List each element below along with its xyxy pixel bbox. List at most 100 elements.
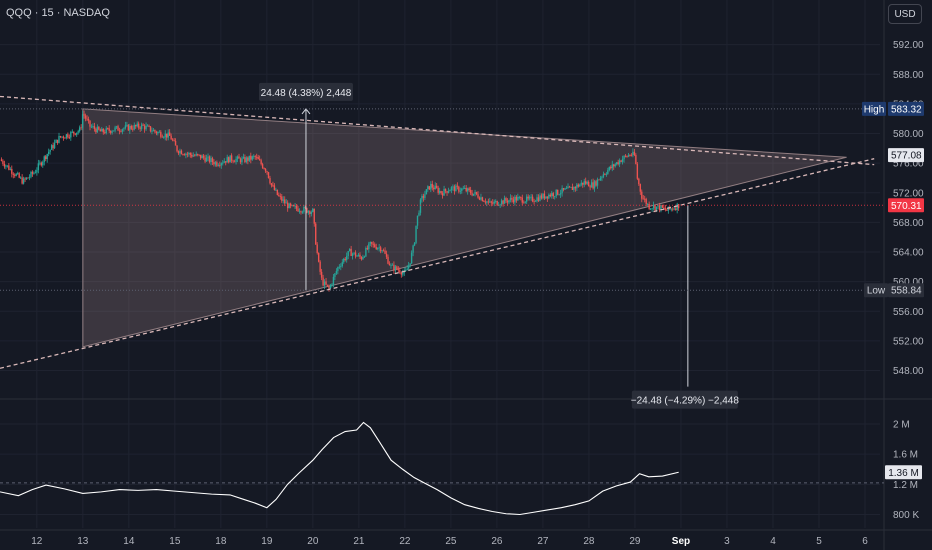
candle-body — [157, 132, 159, 134]
measure-down-label: −24.48 (−4.29%) −2,448 — [631, 396, 740, 407]
candle-body — [251, 156, 253, 160]
candle-body — [496, 200, 498, 206]
candle-body — [582, 182, 584, 185]
price-tick-label: 580.00 — [893, 129, 924, 140]
candle-body — [365, 248, 367, 257]
time-tick-label: 15 — [169, 536, 181, 547]
candle-body — [129, 125, 131, 131]
candle-body — [173, 140, 175, 141]
candle-body — [372, 243, 374, 245]
candle-body — [430, 183, 432, 190]
candle-body — [337, 267, 339, 272]
candle-body — [102, 128, 104, 133]
candle-body — [419, 199, 422, 213]
candle-body — [341, 262, 343, 267]
candle-body — [98, 126, 100, 130]
candle-body — [589, 186, 591, 188]
candle-body — [174, 140, 177, 146]
candle-body — [205, 157, 208, 162]
candle-body — [30, 171, 32, 177]
currency-button[interactable]: USD — [888, 4, 922, 24]
candle-body — [189, 153, 192, 155]
candle-body — [90, 126, 93, 128]
candle-body — [186, 153, 189, 155]
candle-body — [171, 139, 174, 141]
candle-body — [36, 170, 38, 173]
candle-body — [183, 154, 186, 156]
candle-body — [130, 125, 133, 129]
upper-trendline[interactable] — [0, 95, 875, 166]
candle-body — [53, 142, 56, 149]
candle-body — [437, 187, 439, 193]
candle-body — [95, 128, 97, 133]
candle-body — [263, 167, 265, 170]
candle-body — [261, 164, 264, 168]
candle-body — [570, 186, 572, 188]
candle-body — [25, 177, 28, 180]
candle-body — [506, 200, 509, 203]
candle-body — [378, 247, 380, 249]
candle-body — [512, 199, 515, 203]
candle-body — [530, 196, 532, 198]
candle-body — [354, 252, 357, 257]
candle-body — [528, 197, 531, 199]
candle-body — [567, 186, 569, 189]
volume-tick-label: 800 K — [893, 510, 919, 521]
candle-body — [608, 166, 611, 171]
time-tick-label: 18 — [215, 536, 227, 547]
candle-body — [595, 181, 597, 186]
candle-body — [559, 193, 562, 195]
candle-body — [213, 162, 215, 165]
candle-body — [546, 196, 549, 199]
trendlines[interactable] — [0, 95, 875, 369]
time-tick-label: 22 — [399, 536, 411, 547]
symbol-title[interactable]: QQQ · 15 · NASDAQ — [6, 7, 110, 19]
candle-body — [313, 208, 315, 224]
measure-up-arrow-icon — [301, 108, 311, 115]
candle-body — [450, 187, 453, 191]
candle-body — [602, 174, 605, 177]
candle-body — [617, 162, 619, 165]
current-price-box — [888, 198, 924, 213]
candle-body — [371, 241, 373, 244]
candle-body — [335, 271, 338, 274]
candle-body — [270, 183, 273, 186]
time-tick-label: 29 — [629, 536, 641, 547]
candle-body — [393, 264, 395, 271]
price-tick-label: 576.00 — [893, 159, 924, 170]
candle-body — [275, 189, 277, 191]
candle-body — [278, 194, 280, 197]
candle-body — [421, 195, 423, 200]
candle-body — [315, 223, 317, 245]
candle-body — [471, 193, 473, 196]
candle-body — [158, 131, 161, 133]
candle-body — [382, 250, 385, 252]
lower-trendline[interactable] — [0, 158, 875, 369]
candle-body — [618, 160, 621, 165]
candle-body — [208, 156, 211, 163]
candle-body — [163, 137, 165, 138]
candle-body — [115, 126, 118, 128]
candle-body — [586, 181, 588, 184]
current-price-label: 570.31 — [891, 201, 922, 212]
candle-body — [9, 169, 12, 170]
price-tick-label: 560.00 — [893, 277, 924, 288]
candle-body — [353, 252, 355, 254]
candle-body — [381, 250, 383, 252]
candle-body — [112, 130, 115, 132]
candle-body — [105, 128, 107, 134]
candle-body — [276, 189, 279, 195]
time-tick-label: 3 — [724, 536, 730, 547]
candle-body — [236, 156, 239, 159]
candle-body — [76, 132, 78, 135]
candle-body — [70, 132, 72, 138]
candle-body — [77, 131, 79, 133]
candle-body — [433, 187, 435, 190]
measure-tools[interactable]: 24.48 (4.38%) 2,448 −24.48 (−4.29%) −2,44… — [258, 82, 740, 409]
candle-body — [145, 125, 147, 130]
candle-body — [416, 215, 419, 226]
candle-body — [583, 181, 585, 185]
candle-body — [247, 157, 249, 161]
